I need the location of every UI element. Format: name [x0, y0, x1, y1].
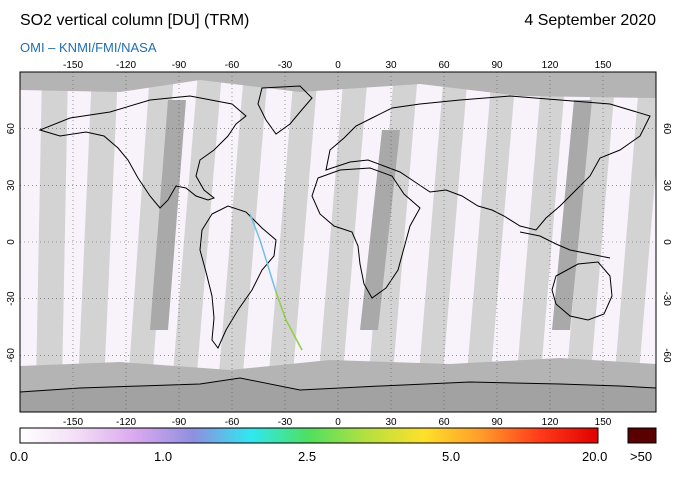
lat-tick-left-3: -30 [6, 291, 17, 306]
lon-tick-bottom-4: -30 [278, 417, 293, 428]
swath-overlap-1 [150, 100, 186, 330]
lat-tick-right-0: 60 [661, 123, 672, 135]
north-america-coast [38, 95, 247, 209]
lon-tick-bottom-8: 90 [491, 417, 503, 428]
swath-5 [218, 72, 268, 385]
graticule [20, 72, 656, 412]
lat-tick-right-2: 0 [661, 239, 672, 245]
lat-tick-right-1: 30 [661, 180, 672, 192]
lon-tick-bottom-2: -90 [172, 417, 187, 428]
lon-tick-bottom-9: 120 [542, 417, 559, 428]
lon-tick-bottom-10: 150 [595, 417, 612, 428]
map-date: 4 September 2020 [524, 12, 656, 29]
so2-trace-high [275, 291, 303, 351]
lon-tick-top-6: 30 [385, 60, 397, 71]
swath-2 [78, 72, 118, 385]
swath-3 [128, 72, 174, 385]
lon-tick-top-7: 60 [438, 60, 450, 71]
lat-tick-left-4: -60 [6, 348, 17, 363]
swath-9 [418, 72, 468, 385]
swath-11 [516, 72, 566, 385]
colorbar-label-3: 5.0 [442, 449, 461, 464]
swath-1 [36, 72, 68, 385]
swath-4 [172, 72, 222, 385]
lon-tick-top-9: 120 [542, 60, 559, 71]
swath-overlap-2 [360, 130, 400, 330]
colorbar-label-0: 0.0 [10, 449, 29, 464]
lat-tick-right-4: -60 [661, 348, 672, 363]
colorbar-label-1: 1.0 [154, 449, 173, 464]
colorbar-label-4: 20.0 [582, 449, 608, 464]
lat-tick-left-1: 30 [6, 179, 17, 191]
lon-tick-bottom-5: 0 [335, 417, 341, 428]
lon-tick-bottom-6: 30 [385, 417, 397, 428]
data-credit: OMI – KNMI/FMI/NASA [20, 40, 157, 55]
swath-12 [566, 72, 616, 385]
colorbar-overflow [627, 427, 657, 444]
colorbar-label-5: >50 [630, 449, 653, 464]
swath-13 [614, 72, 656, 385]
lon-tick-top-1: -120 [116, 60, 136, 71]
lon-tick-bottom-0: -150 [63, 417, 83, 428]
australia-coast [551, 261, 613, 321]
map-frame [19, 71, 657, 413]
lat-tick-right-3: -30 [661, 291, 672, 306]
greenland-coast [257, 85, 313, 135]
colorbar-gradient [19, 427, 599, 444]
lon-tick-top-10: 150 [595, 60, 612, 71]
lon-tick-bottom-3: -60 [225, 417, 240, 428]
lat-tick-left-2: 0 [6, 239, 17, 245]
indonesia-coast [519, 231, 611, 259]
lon-tick-bottom-1: -120 [116, 417, 136, 428]
lon-tick-top-4: -30 [278, 60, 293, 71]
colorbar-label-2: 2.5 [298, 449, 317, 464]
lon-tick-top-0: -150 [63, 60, 83, 71]
eurasia-coast [325, 95, 651, 231]
lon-tick-top-5: 0 [335, 60, 341, 71]
lon-tick-top-3: -60 [225, 60, 240, 71]
colorbar [19, 427, 657, 444]
tick-labels: -150 -150 -120 -120 -90 -90 -60 -60 -30 -30 0 0 30 30… [6, 60, 672, 428]
antarctica-coast [20, 377, 656, 393]
map-title: SO2 vertical column [DU] (TRM) [20, 12, 250, 29]
lat-tick-left-0: 60 [6, 123, 17, 135]
swath-10 [466, 72, 516, 385]
africa-coast [311, 167, 421, 299]
lon-tick-top-8: 90 [491, 60, 503, 71]
lon-tick-bottom-7: 60 [438, 417, 450, 428]
antarctica-landmass [20, 378, 656, 412]
lon-tick-top-2: -90 [172, 60, 187, 71]
coastlines [20, 85, 656, 393]
